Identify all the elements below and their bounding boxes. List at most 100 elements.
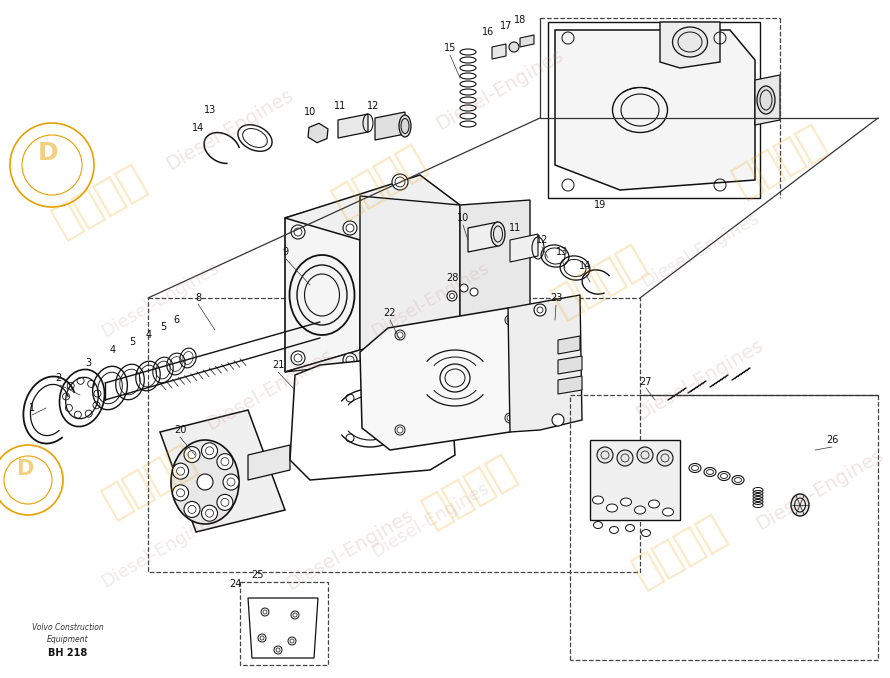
Circle shape — [217, 494, 233, 511]
Polygon shape — [755, 75, 780, 125]
Polygon shape — [285, 330, 460, 372]
Polygon shape — [660, 22, 720, 68]
Text: BH 218: BH 218 — [48, 648, 87, 658]
Polygon shape — [360, 196, 460, 350]
Text: 3: 3 — [85, 358, 91, 368]
Circle shape — [184, 447, 200, 462]
Text: 17: 17 — [500, 21, 512, 31]
Text: 8: 8 — [195, 293, 201, 303]
Text: 紫发动力: 紫发动力 — [546, 237, 654, 323]
Polygon shape — [318, 308, 360, 345]
Text: 9: 9 — [282, 247, 288, 257]
Circle shape — [343, 353, 357, 367]
Polygon shape — [338, 114, 368, 138]
Text: 紫发动力: 紫发动力 — [627, 507, 733, 593]
Text: 12: 12 — [536, 235, 548, 245]
Text: 27: 27 — [640, 377, 652, 387]
Ellipse shape — [704, 468, 716, 477]
Circle shape — [460, 284, 468, 292]
Text: 28: 28 — [446, 273, 458, 283]
Text: 4: 4 — [110, 345, 116, 355]
Circle shape — [505, 413, 515, 423]
Circle shape — [184, 502, 200, 517]
Text: 15: 15 — [444, 43, 457, 53]
Ellipse shape — [610, 527, 619, 534]
Text: Diesel-Engines: Diesel-Engines — [368, 479, 492, 561]
Polygon shape — [548, 22, 760, 198]
Text: 14: 14 — [192, 123, 204, 133]
Text: 5: 5 — [129, 337, 135, 347]
Circle shape — [217, 454, 233, 470]
Text: 1: 1 — [29, 403, 35, 413]
Ellipse shape — [593, 496, 603, 504]
Ellipse shape — [649, 500, 659, 508]
Text: Diesel-Engines: Diesel-Engines — [283, 506, 417, 594]
Polygon shape — [248, 445, 290, 480]
Circle shape — [617, 450, 633, 466]
Ellipse shape — [635, 506, 645, 514]
Circle shape — [201, 505, 217, 521]
Polygon shape — [558, 376, 582, 394]
Circle shape — [534, 304, 546, 316]
Text: Diesel-Engines: Diesel-Engines — [163, 86, 297, 174]
Text: 22: 22 — [384, 308, 396, 318]
Text: Diesel-Engines: Diesel-Engines — [203, 346, 337, 434]
Ellipse shape — [491, 222, 505, 246]
Text: 4: 4 — [146, 330, 152, 340]
Ellipse shape — [642, 530, 651, 536]
Text: 16: 16 — [481, 27, 494, 37]
Circle shape — [447, 291, 457, 301]
Polygon shape — [285, 196, 360, 372]
Text: Volvo Construction: Volvo Construction — [32, 624, 104, 633]
Circle shape — [197, 474, 213, 490]
Circle shape — [258, 634, 266, 642]
Circle shape — [395, 330, 405, 340]
Circle shape — [173, 485, 189, 501]
Polygon shape — [520, 35, 534, 47]
Text: Diesel-Engines: Diesel-Engines — [433, 46, 567, 134]
Ellipse shape — [171, 440, 239, 524]
Ellipse shape — [689, 464, 701, 473]
Circle shape — [291, 611, 299, 619]
Polygon shape — [160, 410, 285, 532]
Text: 18: 18 — [514, 15, 526, 25]
Circle shape — [274, 646, 282, 654]
Ellipse shape — [718, 471, 730, 481]
Polygon shape — [508, 295, 582, 432]
Text: 13: 13 — [556, 247, 568, 257]
Circle shape — [261, 608, 269, 616]
Text: 紫发动力: 紫发动力 — [327, 137, 433, 223]
Circle shape — [395, 425, 405, 435]
Text: 6: 6 — [173, 315, 179, 325]
Text: 10: 10 — [303, 107, 316, 117]
Polygon shape — [248, 598, 318, 658]
Circle shape — [291, 225, 305, 239]
Circle shape — [637, 447, 653, 463]
Ellipse shape — [732, 475, 744, 485]
Polygon shape — [360, 308, 540, 450]
Ellipse shape — [662, 508, 674, 516]
Text: 2: 2 — [55, 373, 61, 383]
Circle shape — [201, 443, 217, 459]
Circle shape — [470, 288, 478, 296]
Polygon shape — [558, 356, 582, 374]
Polygon shape — [308, 123, 328, 142]
Text: Diesel-Engines: Diesel-Engines — [98, 509, 222, 591]
Polygon shape — [468, 222, 498, 252]
Text: Diesel-Engines: Diesel-Engines — [633, 336, 767, 424]
Text: 21: 21 — [271, 360, 284, 370]
Circle shape — [657, 450, 673, 466]
Text: 19: 19 — [594, 200, 606, 210]
Ellipse shape — [757, 86, 775, 114]
Text: 24: 24 — [229, 579, 241, 589]
Polygon shape — [558, 336, 580, 354]
Text: D: D — [16, 459, 33, 479]
Circle shape — [173, 463, 189, 479]
Text: 紫发动力: 紫发动力 — [96, 437, 204, 523]
Polygon shape — [492, 44, 506, 59]
Circle shape — [509, 42, 519, 52]
Text: 紫发动力: 紫发动力 — [726, 117, 834, 203]
Text: 12: 12 — [367, 101, 379, 111]
Text: 10: 10 — [457, 213, 469, 223]
Circle shape — [343, 221, 357, 235]
